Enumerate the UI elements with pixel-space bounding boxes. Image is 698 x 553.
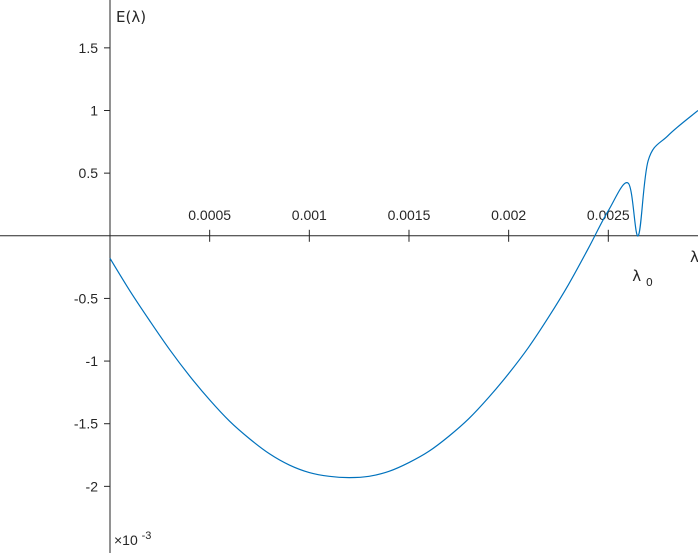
root-label-symbol: λ <box>632 267 641 285</box>
root-label-subscript: 0 <box>646 276 653 289</box>
root-label: λ 0 <box>632 267 653 289</box>
series-line-0 <box>109 110 698 479</box>
ticks: 0.0005 0.001 0.0015 0.002 0.0025 1.5 1 0.5 -0.5 -… <box>74 40 630 495</box>
y-axis-multiplier: ×10 -3 <box>114 530 151 548</box>
x-tick-label: 0.0025 <box>587 207 630 223</box>
x-tick-label: 0.0015 <box>388 207 431 223</box>
x-tick-label: 0.002 <box>491 207 526 223</box>
y-tick-label: 1 <box>90 102 98 118</box>
labels: E(λ) λ λ 0 ×10 -3 <box>114 8 698 548</box>
y-tick-label: -1.5 <box>74 416 98 432</box>
y-tick-label: -0.5 <box>74 290 98 306</box>
y-tick-label: -2 <box>86 478 99 494</box>
series-layer <box>109 110 698 479</box>
y-tick-label: -1 <box>86 353 99 369</box>
y-tick-label: 1.5 <box>79 40 99 56</box>
x-tick-label: 0.0005 <box>188 207 231 223</box>
multiplier-exponent: -3 <box>142 530 152 542</box>
x-axis-label: λ <box>690 248 698 266</box>
multiplier-prefix: ×10 <box>114 532 138 548</box>
y-axis-label: E(λ) <box>116 8 146 26</box>
y-tick-label: 0.5 <box>79 165 99 181</box>
x-tick-label: 0.001 <box>292 207 327 223</box>
